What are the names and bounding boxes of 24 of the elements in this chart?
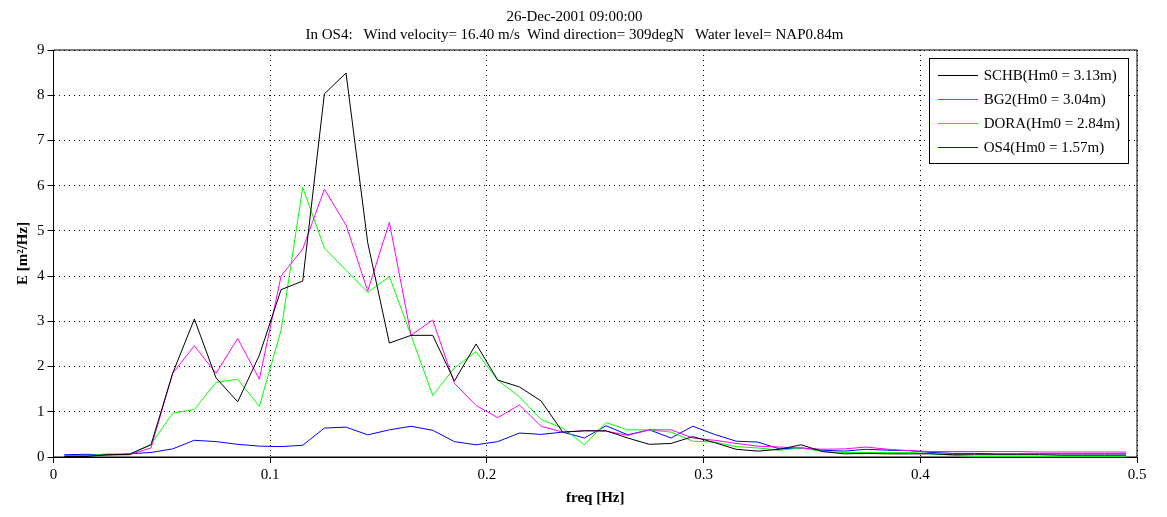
y-axis-title: E [m²/Hz] <box>13 221 30 286</box>
x-tick-label: 0.4 <box>910 465 931 482</box>
x-tick-label: 0.3 <box>694 465 713 482</box>
y-tick-label: 4 <box>37 267 45 284</box>
y-tick-label: 8 <box>37 86 45 103</box>
y-tick-label: 0 <box>37 447 45 464</box>
y-tick-label: 1 <box>37 402 45 419</box>
y-tick-label: 5 <box>37 221 45 238</box>
legend-label: BG2(Hm0 = 3.04m) <box>983 90 1106 108</box>
legend-label: SCHB(Hm0 = 3.13m) <box>983 66 1117 84</box>
y-tick-label: 3 <box>37 312 45 329</box>
x-tick-label: 0 <box>49 465 58 482</box>
y-tick-label: 9 <box>37 40 45 57</box>
x-axis-title: freq [Hz] <box>566 488 625 505</box>
x-tick-label: 0.5 <box>1127 465 1147 482</box>
y-tick-label: 7 <box>37 131 45 148</box>
legend-label: DORA(Hm0 = 2.84m) <box>983 114 1120 132</box>
y-tick-label: 2 <box>37 357 45 374</box>
chart-subtitle: In OS4: Wind velocity= 16.40 m/s Wind direction= 309degN Water level= NAP0.84m <box>305 25 844 42</box>
x-tick-label: 0.2 <box>477 465 497 482</box>
x-tick-label: 0.1 <box>260 465 280 482</box>
chart-title: 26-Dec-2001 09:00:00 <box>506 7 643 24</box>
legend-label: OS4(Hm0 = 1.57m) <box>983 138 1105 156</box>
y-tick-label: 6 <box>37 176 45 193</box>
